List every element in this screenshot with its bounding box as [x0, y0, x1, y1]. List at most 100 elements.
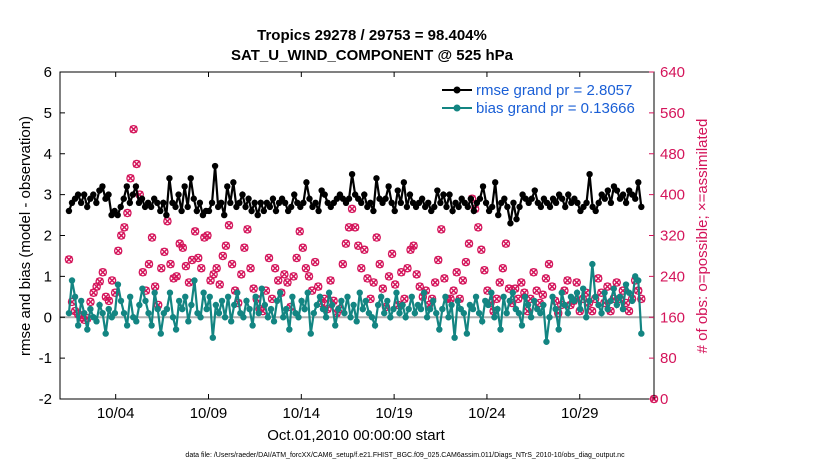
bias-point: [359, 305, 366, 313]
obs-assimilated-point: [249, 284, 258, 293]
obs-possible-point: [387, 249, 397, 259]
bias-point: [84, 326, 91, 333]
bias-point: [454, 297, 461, 305]
obs-assimilated-point: [129, 125, 138, 133]
bias-point: [579, 285, 587, 292]
obs-assimilated-stroke: [446, 295, 455, 303]
bias-point: [592, 293, 599, 301]
obs-assimilated-stroke: [163, 217, 172, 225]
bias-point: [531, 297, 538, 305]
obs-assimilated-stroke: [289, 272, 298, 281]
obs-assimilated-point: [474, 223, 482, 232]
obs-possible-point: [132, 159, 141, 169]
obs-assimilated-stroke: [179, 244, 187, 252]
bias-point: [442, 293, 449, 301]
rmse-point: [315, 207, 322, 215]
obs-assimilated-stroke: [526, 295, 535, 303]
obs-possible-point: [190, 227, 200, 236]
obs-assimilated-point: [246, 264, 255, 272]
bias-point: [509, 289, 516, 296]
rmse-point: [638, 203, 645, 211]
bias-point: [154, 305, 161, 313]
rmse-point: [403, 203, 411, 211]
rmse-point: [147, 203, 155, 211]
bias-point: [280, 314, 287, 321]
bias-point: [99, 309, 106, 317]
rmse-point: [272, 207, 280, 215]
obs-assimilated-stroke: [65, 255, 73, 264]
obs-assimilated-stroke: [594, 274, 602, 283]
obs-assimilated-point: [342, 239, 350, 248]
x-axis-label: Oct.01,2010 00:00:00 start: [267, 427, 445, 444]
obs-assimilated-point: [148, 233, 156, 242]
obs-assimilated-point: [514, 295, 522, 303]
obs-assimilated-stroke: [188, 256, 196, 264]
rmse-point: [245, 195, 252, 202]
y-left-tick-label: 2: [44, 228, 52, 245]
obs-assimilated-point: [92, 282, 101, 291]
obs-assimilated-stroke: [588, 307, 596, 315]
y-left-tick-label: 5: [44, 105, 52, 122]
obs-assimilated-stroke: [363, 274, 372, 283]
obs-assimilated-stroke: [299, 244, 307, 252]
rmse-point: [117, 203, 124, 211]
rmse-point: [488, 203, 496, 211]
rmse-point: [288, 203, 295, 211]
bias-point: [227, 318, 235, 325]
bias-point: [500, 293, 507, 301]
obs-assimilated-stroke: [434, 256, 442, 264]
obs-possible-point: [117, 231, 126, 240]
bias-point: [543, 338, 550, 345]
rmse-point: [251, 199, 258, 206]
obs-possible-point: [397, 268, 406, 277]
rmse-point: [425, 199, 432, 206]
rmse-point: [254, 211, 261, 219]
obs-possible-point: [461, 257, 471, 267]
rmse-point: [306, 195, 313, 202]
obs-possible-point: [107, 276, 117, 285]
rmse-point: [434, 187, 441, 194]
obs-possible-point: [637, 294, 646, 304]
rmse-point: [236, 199, 243, 206]
bias-point: [598, 309, 605, 317]
obs-assimilated-point: [311, 258, 319, 266]
obs-possible-point: [273, 276, 283, 285]
rmse-point: [321, 191, 328, 198]
rmse-point: [217, 199, 225, 206]
bias-point: [469, 305, 477, 313]
obs-possible-point: [95, 277, 104, 286]
bias-point: [172, 326, 180, 333]
bias-point: [570, 297, 578, 305]
obs-possible-point: [452, 268, 461, 277]
obs-assimilated-stroke: [529, 268, 538, 277]
obs-assimilated-stroke: [126, 174, 135, 183]
bias-point: [258, 285, 265, 292]
obs-assimilated-stroke: [225, 221, 233, 230]
bias-point: [209, 334, 217, 341]
y-right-tick-label: 640: [660, 64, 685, 81]
obs-assimilated-stroke: [249, 284, 258, 293]
obs-assimilated-stroke: [391, 280, 399, 289]
obs-assimilated-point: [182, 262, 190, 270]
obs-possible-point: [246, 263, 255, 273]
bias-point: [494, 305, 501, 313]
obs-assimilated-point: [132, 160, 141, 168]
obs-assimilated-point: [545, 260, 553, 268]
rmse-point: [187, 175, 194, 182]
obs-assimilated-point: [126, 174, 135, 183]
obs-assimilated-point: [203, 231, 212, 240]
rmse-point: [382, 195, 389, 202]
bias-point: [87, 305, 94, 313]
obs-assimilated-point: [459, 276, 467, 285]
obs-assimilated-stroke: [314, 282, 322, 291]
obs-possible-point: [409, 241, 418, 250]
rmse-point: [196, 199, 204, 206]
rmse-point: [257, 199, 264, 206]
bias-point: [472, 293, 480, 301]
rmse-point: [406, 191, 414, 198]
rmse-point: [562, 203, 569, 211]
rmse-point: [281, 199, 289, 206]
obs-assimilated-point: [89, 288, 98, 297]
obs-possible-point: [350, 223, 360, 232]
